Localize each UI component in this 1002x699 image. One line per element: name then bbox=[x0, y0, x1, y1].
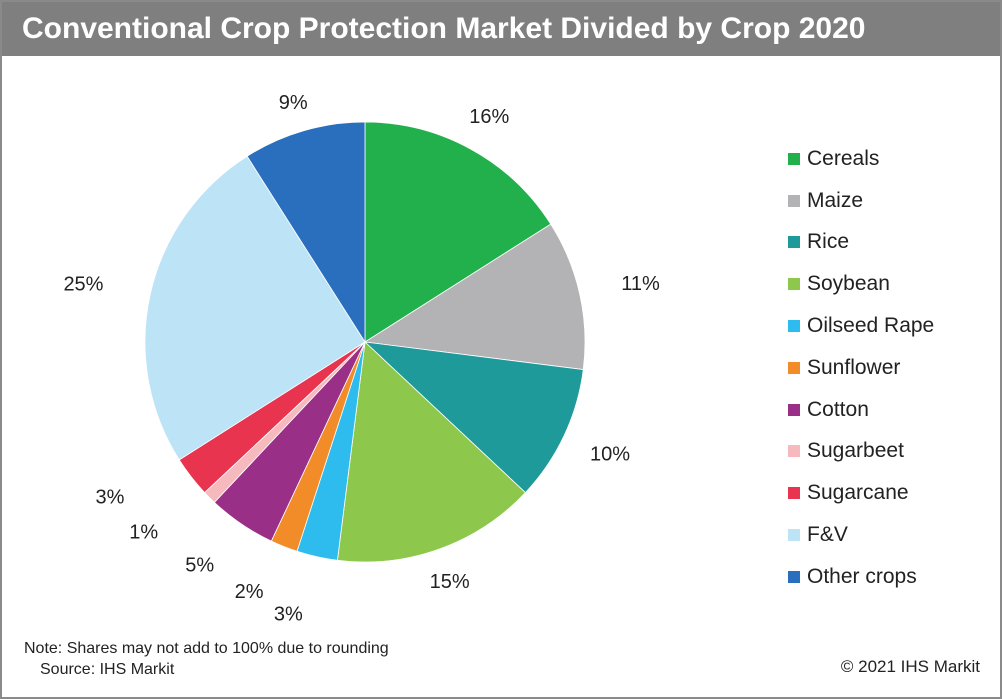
legend-label: Cotton bbox=[807, 397, 869, 421]
data-label-cereals: 16% bbox=[469, 106, 509, 128]
data-label-other-crops: 9% bbox=[279, 92, 308, 114]
legend-item: Cereals bbox=[788, 138, 934, 180]
legend-item: Other crops bbox=[788, 556, 934, 598]
legend-item: Sugarbeet bbox=[788, 431, 934, 473]
legend-label: Cereals bbox=[807, 146, 880, 170]
legend-swatch bbox=[788, 194, 800, 207]
pie-slice-maize bbox=[363, 223, 586, 371]
legend-item: Sugarcane bbox=[788, 472, 934, 514]
note-text: Note: Shares may not add to 100% due to … bbox=[24, 640, 389, 657]
legend-label: Soybean bbox=[807, 272, 890, 296]
legend-swatch bbox=[788, 570, 800, 583]
legend-swatch bbox=[788, 529, 800, 542]
data-label-maize: 11% bbox=[621, 273, 660, 295]
legend-label: Sugarcane bbox=[807, 481, 909, 505]
pie-slice-soybean bbox=[336, 341, 526, 563]
legend: Cereals Maize Rice Soybean Oilseed Rape Sunfl… bbox=[788, 138, 934, 598]
data-label-soybean: 15% bbox=[430, 571, 470, 593]
legend-item: Rice bbox=[788, 222, 934, 264]
pie-slice-other-crops bbox=[246, 121, 366, 344]
data-label-rice: 10% bbox=[590, 444, 630, 466]
legend-item: Oilseed Rape bbox=[788, 305, 934, 347]
legend-item: Maize bbox=[788, 180, 934, 222]
data-label-f-v: 25% bbox=[63, 274, 103, 296]
data-label-sugarbeet: 1% bbox=[129, 521, 158, 543]
legend-swatch bbox=[788, 445, 800, 458]
legend-label: Oilseed Rape bbox=[807, 314, 935, 338]
legend-item: F&V bbox=[788, 514, 934, 556]
legend-swatch bbox=[788, 403, 800, 416]
legend-swatch bbox=[788, 236, 800, 249]
legend-swatch bbox=[788, 320, 800, 333]
footnote: Note: Shares may not add to 100% due to … bbox=[24, 638, 389, 680]
legend-swatch bbox=[788, 278, 800, 291]
legend-swatch bbox=[788, 152, 800, 165]
data-label-cotton: 5% bbox=[185, 555, 214, 577]
data-label-sunflower: 2% bbox=[235, 581, 264, 603]
data-label-oilseed-rape: 3% bbox=[274, 604, 303, 626]
source-text: Source: IHS Markit bbox=[40, 661, 175, 678]
data-label-sugarcane: 3% bbox=[96, 487, 125, 509]
legend-item: Soybean bbox=[788, 263, 934, 305]
legend-item: Sunflower bbox=[788, 347, 934, 389]
legend-label: Sunflower bbox=[807, 355, 901, 379]
legend-label: Maize bbox=[807, 188, 864, 212]
copyright-text: © 2021 IHS Markit bbox=[840, 657, 980, 676]
pie-slice-rice bbox=[363, 341, 584, 494]
legend-swatch bbox=[788, 487, 800, 500]
chart-title: Conventional Crop Protection Market Divi… bbox=[2, 2, 1000, 56]
pie-slice-cereals bbox=[364, 121, 552, 343]
legend-label: Sugarbeet bbox=[807, 439, 904, 463]
legend-label: F&V bbox=[807, 523, 848, 547]
pie-slice-f-v bbox=[144, 155, 366, 461]
legend-label: Other crops bbox=[807, 564, 917, 588]
legend-swatch bbox=[788, 361, 800, 374]
legend-label: Rice bbox=[807, 230, 850, 254]
legend-item: Cotton bbox=[788, 389, 934, 431]
